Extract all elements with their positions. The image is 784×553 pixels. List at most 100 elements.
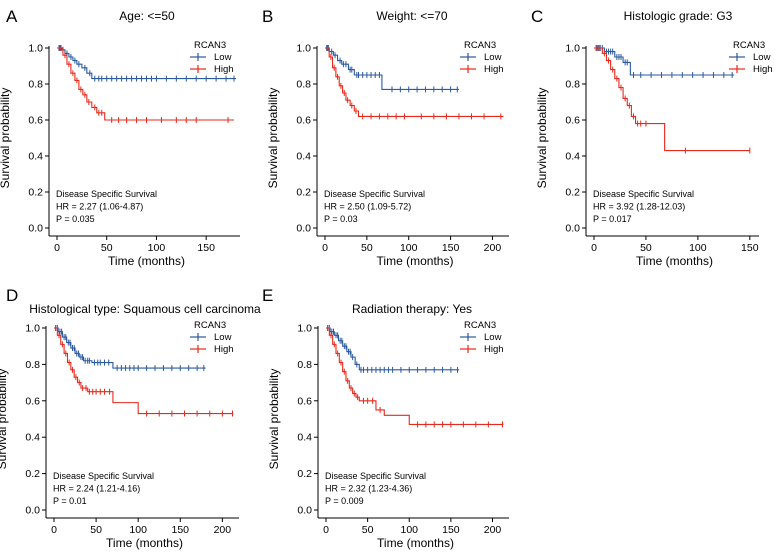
series-high — [326, 325, 504, 428]
km-panel-a: A Age: <=50 0.0 0.2 0.4 0.6 0.8 1.0 0 50 100 150 Tim… — [0, 7, 240, 268]
panel-title: Age: <=50 — [119, 9, 175, 23]
x-tick-label: 100 — [129, 524, 147, 536]
legend-label-high: High — [214, 64, 234, 75]
hazard-ratio: HR = 2.27 (1.06-4.87) — [56, 202, 143, 212]
x-tick-label: 150 — [741, 242, 759, 254]
y-tick-label: 0.2 — [297, 468, 312, 480]
y-tick-label: 0.2 — [296, 187, 311, 199]
km-curve-low — [57, 47, 236, 80]
legend-title: RCAN3 — [464, 320, 496, 331]
y-tick-label: 0.2 — [565, 187, 580, 199]
km-curve-high — [57, 47, 235, 121]
y-tick-label: 0.4 — [25, 432, 40, 444]
km-curve-low — [54, 327, 206, 369]
legend-title: RCAN3 — [733, 40, 765, 51]
endpoint-label: Disease Specific Survival — [593, 189, 694, 199]
y-axis-label: Survival probability — [535, 88, 549, 189]
hazard-ratio: HR = 2.24 (1.21-4.16) — [53, 484, 140, 494]
y-tick-label: 1.0 — [28, 43, 43, 55]
x-tick-label: 100 — [400, 524, 418, 536]
panel-label: E — [262, 286, 273, 305]
y-tick-label: 0.6 — [25, 395, 40, 407]
legend-label-low: Low — [753, 52, 771, 63]
y-tick-label: 1.0 — [297, 323, 312, 335]
x-tick-label: 100 — [689, 242, 707, 254]
x-axis-label: Time (months) — [108, 254, 185, 268]
legend-label-low: Low — [484, 332, 502, 343]
legend-label-high: High — [484, 344, 504, 355]
p-value: P = 0.009 — [325, 496, 364, 506]
y-tick-label: 0.8 — [297, 359, 312, 371]
x-tick-label: 150 — [197, 242, 215, 254]
panel-title: Histologic grade: G3 — [624, 9, 733, 23]
p-value: P = 0.03 — [324, 214, 358, 224]
series-high — [57, 45, 235, 123]
x-tick-label: 50 — [640, 242, 652, 254]
x-tick-label: 50 — [90, 524, 102, 536]
legend-label-low: Low — [484, 52, 502, 63]
km-panel-c: C Histologic grade: G3 0.0 0.2 0.4 0.6 0.8 1.0 0… — [531, 7, 773, 268]
y-axis-label: Survival probability — [0, 88, 12, 189]
y-tick-label: 0.0 — [25, 505, 40, 517]
x-axis-label: Time (months) — [106, 536, 183, 550]
x-tick-label: 50 — [361, 242, 373, 254]
x-tick-label: 50 — [362, 524, 374, 536]
y-tick-label: 0.4 — [28, 151, 43, 163]
x-tick-label: 200 — [484, 524, 502, 536]
legend-label-high: High — [484, 64, 504, 75]
hazard-ratio: HR = 2.50 (1.09-5.72) — [324, 202, 411, 212]
legend-label-low: Low — [214, 52, 232, 63]
legend-title: RCAN3 — [194, 40, 226, 51]
y-tick-label: 0.2 — [25, 468, 40, 480]
panel-title: Histological type: Squamous cell carcino… — [29, 302, 261, 316]
panel-title: Weight: <=70 — [376, 9, 447, 23]
panel-label: D — [6, 286, 18, 305]
series-high — [594, 45, 751, 154]
x-axis-label: Time (months) — [377, 536, 454, 550]
y-tick-label: 0.6 — [296, 115, 311, 127]
y-tick-label: 1.0 — [565, 43, 580, 55]
x-tick-label: 100 — [400, 242, 418, 254]
series-high — [54, 325, 234, 417]
panel-label: C — [531, 7, 543, 26]
y-tick-label: 0.0 — [297, 505, 312, 517]
y-tick-label: 0.6 — [565, 115, 580, 127]
y-axis-label: Survival probability — [0, 369, 9, 470]
x-tick-label: 150 — [172, 524, 190, 536]
km-curve-high — [54, 327, 234, 415]
km-curve-high — [326, 327, 504, 426]
legend-label-high: High — [753, 64, 773, 75]
legend-label-high: High — [214, 344, 234, 355]
legend-title: RCAN3 — [194, 320, 226, 331]
km-panel-d: D Histological type: Squamous cell carcin… — [0, 286, 261, 550]
x-tick-label: 150 — [442, 242, 460, 254]
km-panel-e: E Radiation therapy: Yes 0.0 0.2 0.4 0.6 0.8 1.… — [262, 286, 509, 550]
series-high — [325, 45, 504, 120]
y-tick-label: 0.0 — [565, 223, 580, 235]
x-tick-label: 0 — [54, 242, 60, 254]
x-tick-label: 50 — [101, 242, 113, 254]
y-tick-label: 0.4 — [296, 151, 311, 163]
km-panel-b: B Weight: <=70 0.0 0.2 0.4 0.6 0.8 1.0 0 50 100 150… — [262, 7, 509, 268]
legend-title: RCAN3 — [464, 40, 496, 51]
series-low — [54, 325, 206, 372]
km-curve-low — [325, 47, 459, 90]
x-tick-label: 100 — [148, 242, 166, 254]
y-tick-label: 0.4 — [297, 432, 312, 444]
panel-label: A — [6, 7, 18, 26]
y-tick-label: 0.6 — [297, 395, 312, 407]
panel-label: B — [262, 7, 273, 26]
endpoint-label: Disease Specific Survival — [324, 189, 425, 199]
x-tick-label: 0 — [322, 242, 328, 254]
series-low — [326, 325, 460, 373]
endpoint-label: Disease Specific Survival — [56, 189, 157, 199]
x-tick-label: 0 — [591, 242, 597, 254]
y-tick-label: 1.0 — [296, 43, 311, 55]
x-axis-label: Time (months) — [636, 254, 713, 268]
series-low — [325, 45, 459, 93]
p-value: P = 0.017 — [593, 214, 632, 224]
x-axis-label: Time (months) — [377, 254, 454, 268]
x-tick-label: 0 — [323, 524, 329, 536]
x-tick-label: 150 — [442, 524, 460, 536]
